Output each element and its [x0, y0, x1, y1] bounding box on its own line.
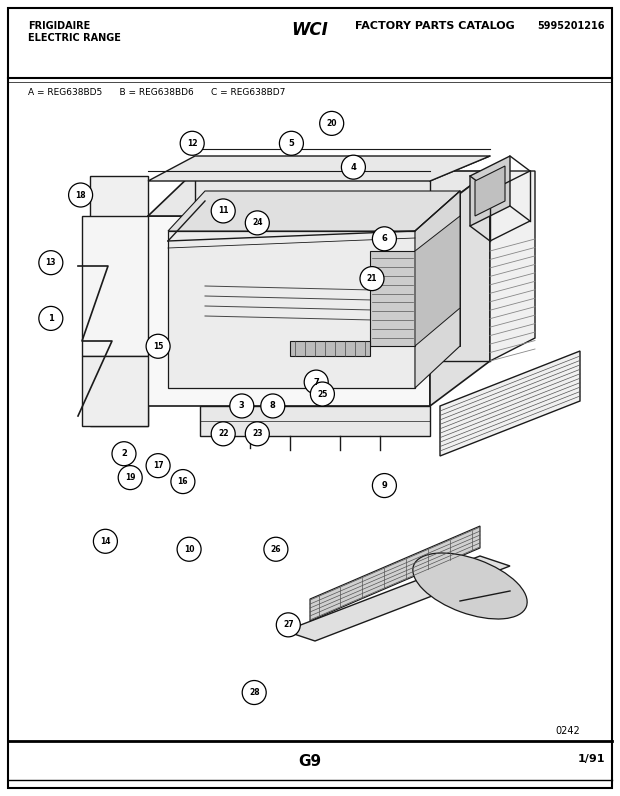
Polygon shape [440, 351, 580, 456]
Polygon shape [148, 171, 490, 216]
Circle shape [261, 394, 285, 418]
Circle shape [360, 267, 384, 291]
Polygon shape [370, 251, 415, 346]
Circle shape [112, 442, 136, 466]
Circle shape [171, 470, 195, 494]
Text: 20: 20 [327, 119, 337, 128]
Text: ELECTRIC RANGE: ELECTRIC RANGE [28, 33, 121, 43]
Text: 1: 1 [48, 314, 54, 323]
Polygon shape [430, 171, 490, 406]
Circle shape [177, 537, 201, 561]
Text: 26: 26 [271, 544, 281, 554]
Circle shape [39, 306, 63, 330]
Circle shape [373, 227, 396, 251]
Text: 23: 23 [252, 429, 262, 439]
Circle shape [180, 131, 204, 155]
Polygon shape [148, 156, 490, 181]
Polygon shape [490, 171, 535, 361]
Circle shape [230, 394, 254, 418]
Text: 11: 11 [218, 206, 228, 216]
Text: 1/91: 1/91 [577, 754, 605, 764]
Circle shape [69, 183, 92, 207]
Polygon shape [285, 556, 510, 641]
Text: 7: 7 [313, 377, 319, 387]
Circle shape [246, 211, 269, 235]
Polygon shape [475, 166, 505, 216]
Circle shape [277, 613, 300, 637]
Ellipse shape [413, 553, 527, 619]
Text: 17: 17 [153, 461, 164, 470]
Text: 8: 8 [270, 401, 276, 411]
Text: 10: 10 [184, 544, 194, 554]
Polygon shape [82, 356, 148, 426]
Circle shape [211, 422, 235, 446]
Text: 16: 16 [178, 477, 188, 486]
Text: 19: 19 [125, 473, 135, 482]
Polygon shape [168, 231, 415, 388]
Text: 3: 3 [239, 401, 245, 411]
Circle shape [373, 474, 396, 498]
Polygon shape [310, 526, 480, 621]
Text: A = REG638BD5      B = REG638BD6      C = REG638BD7: A = REG638BD5 B = REG638BD6 C = REG638BD… [28, 88, 285, 97]
Polygon shape [90, 176, 148, 426]
Text: 27: 27 [283, 620, 294, 630]
Text: 14: 14 [100, 537, 110, 546]
Text: 0242: 0242 [556, 726, 580, 736]
Circle shape [94, 529, 117, 553]
Polygon shape [168, 191, 460, 231]
Text: 13: 13 [46, 258, 56, 267]
Circle shape [242, 681, 266, 704]
Text: 6: 6 [381, 234, 388, 244]
Circle shape [320, 111, 343, 135]
Polygon shape [415, 191, 460, 388]
Text: 18: 18 [75, 190, 86, 200]
Text: 15: 15 [153, 341, 163, 351]
Text: 9: 9 [381, 481, 388, 490]
Text: 28: 28 [249, 688, 260, 697]
Circle shape [264, 537, 288, 561]
Text: 5: 5 [288, 139, 294, 148]
Polygon shape [205, 191, 460, 346]
Circle shape [211, 199, 235, 223]
Text: 2: 2 [121, 449, 127, 458]
Text: 12: 12 [187, 139, 197, 148]
Text: 24: 24 [252, 218, 262, 228]
Circle shape [39, 251, 63, 275]
Polygon shape [82, 216, 148, 356]
Circle shape [146, 334, 170, 358]
Text: WCI: WCI [291, 21, 329, 39]
Circle shape [146, 454, 170, 478]
Text: FACTORY PARTS CATALOG: FACTORY PARTS CATALOG [355, 21, 515, 31]
Circle shape [246, 422, 269, 446]
Text: 4: 4 [350, 162, 356, 172]
Text: 5995201216: 5995201216 [538, 21, 605, 31]
Circle shape [342, 155, 365, 179]
Text: G9: G9 [298, 754, 322, 769]
Circle shape [311, 382, 334, 406]
Text: FRIGIDAIRE: FRIGIDAIRE [28, 21, 91, 31]
Polygon shape [290, 341, 370, 356]
Text: 22: 22 [218, 429, 228, 439]
Polygon shape [415, 216, 460, 346]
Polygon shape [148, 216, 430, 406]
Circle shape [304, 370, 328, 394]
Circle shape [280, 131, 303, 155]
Text: 25: 25 [317, 389, 327, 399]
Polygon shape [200, 406, 430, 436]
Circle shape [118, 466, 142, 490]
Text: 21: 21 [367, 274, 377, 283]
Polygon shape [470, 156, 510, 226]
